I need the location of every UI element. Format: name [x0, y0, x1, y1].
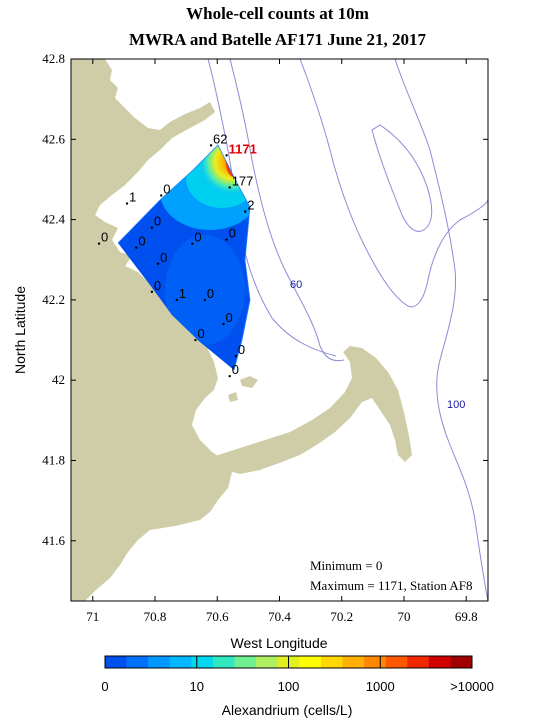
station-marker [194, 338, 197, 342]
contour-bank [371, 124, 433, 232]
contour-offshore [299, 59, 488, 308]
colorbar-tick-label: 0 [101, 679, 108, 694]
station-marker [135, 246, 138, 249]
station-label: 2 [247, 198, 254, 213]
station-label: 0 [225, 310, 232, 325]
colorbar-tick-label: 10 [190, 679, 204, 694]
map-subtitle: MWRA and Batelle AF171 June 21, 2017 [128, 30, 427, 49]
station-label: 0 [232, 362, 239, 377]
colorbar-segment [148, 656, 171, 668]
y-axis: 42.8 42.6 42.4 42.2 42 41.8 41.6 [42, 51, 488, 548]
contour-60 [229, 59, 345, 362]
colorbar-segment [169, 656, 192, 668]
station-label: 0 [154, 214, 161, 229]
y-tick-label: 42.6 [42, 131, 65, 146]
station-label: 0 [238, 342, 245, 357]
field-edge [117, 144, 251, 371]
station-label: 0 [194, 230, 201, 245]
land [71, 59, 412, 601]
x-tick-label: 70.8 [144, 609, 167, 624]
station-label: 0 [160, 250, 167, 265]
contour-100 [394, 59, 488, 601]
station-marker [244, 210, 247, 213]
colorbar: 0 10 100 1000 >10000 [101, 655, 494, 694]
station-label: 1 [129, 190, 136, 205]
x-tick-label: 70.4 [268, 609, 291, 624]
colorbar-segment [105, 656, 127, 668]
x-tick-label: 69.8 [455, 609, 478, 624]
station-label: 0 [197, 326, 204, 341]
station-marker [160, 194, 163, 197]
y-tick-label: 42.2 [42, 292, 65, 307]
colorbar-segment [385, 656, 408, 668]
maximum-note: Maximum = 1171, Station AF8 [310, 578, 473, 593]
station-marker [228, 186, 231, 189]
station-marker [225, 238, 228, 241]
colorbar-segment [299, 656, 322, 668]
station-label: 0 [154, 278, 161, 293]
x-axis: 71 70.8 70.6 70.4 70.2 70 69.8 [86, 59, 478, 624]
station-marker [156, 262, 160, 265]
colorbar-tick-label: >10000 [450, 679, 494, 694]
station-marker [234, 354, 238, 358]
y-tick-label: 42.4 [42, 212, 65, 227]
station-marker [150, 226, 154, 229]
station-label: 177 [232, 173, 254, 188]
station-marker [125, 202, 129, 205]
x-tick-label: 70 [397, 609, 410, 624]
y-axis-label: North Latitude [12, 286, 28, 374]
islands [228, 376, 258, 402]
field-mid [165, 235, 245, 345]
colorbar-segment [342, 656, 365, 668]
x-tick-label: 70.6 [206, 609, 229, 624]
x-tick-label: 70.2 [330, 609, 353, 624]
station-marker [175, 298, 179, 302]
station-marker [228, 374, 231, 378]
colorbar-segment [212, 656, 235, 668]
colorbar-segment [450, 656, 473, 668]
mainland [71, 59, 232, 601]
station-label: 1171 [229, 141, 257, 156]
x-axis-label: West Longitude [230, 635, 327, 651]
colorbar-segment [234, 656, 257, 668]
colorbar-title: Alexandrium (cells/L) [222, 702, 353, 718]
colorbar-segment [364, 656, 386, 668]
station-label: 0 [138, 234, 145, 249]
colorbar-segment [407, 656, 430, 668]
y-tick-label: 42.8 [42, 51, 65, 66]
cape-cod [218, 346, 412, 474]
y-tick-label: 41.8 [42, 452, 65, 467]
station-label: 0 [229, 226, 236, 241]
station-marker [191, 242, 194, 245]
depth-contours [207, 59, 488, 601]
station-marker [150, 290, 154, 294]
station-marker [225, 154, 228, 157]
colorbar-segment [428, 656, 451, 668]
station-label: 1 [179, 286, 186, 301]
y-tick-label: 42 [52, 372, 65, 387]
y-tick-label: 41.6 [42, 533, 65, 548]
station-label: 62 [213, 131, 227, 146]
station-marker [203, 298, 207, 302]
colorbar-segment [256, 656, 279, 668]
station-label: 0 [101, 230, 108, 245]
station-label: 0 [163, 182, 170, 197]
colorbar-segment [126, 656, 149, 668]
colorbar-segment [320, 656, 343, 668]
station-marker [97, 242, 101, 245]
station-marker [222, 322, 225, 326]
colorbar-tick-label: 1000 [366, 679, 395, 694]
station-label: 0 [207, 286, 214, 301]
contour-label-60: 60 [290, 279, 302, 291]
x-tick-label: 71 [86, 609, 99, 624]
map-title: Whole-cell counts at 10m [186, 4, 369, 23]
contour-label-100: 100 [447, 399, 465, 411]
colorbar-segment [191, 656, 214, 668]
colorbar-tick-label: 100 [278, 679, 300, 694]
minimum-note: Minimum = 0 [310, 558, 382, 573]
station-marker [209, 144, 213, 147]
